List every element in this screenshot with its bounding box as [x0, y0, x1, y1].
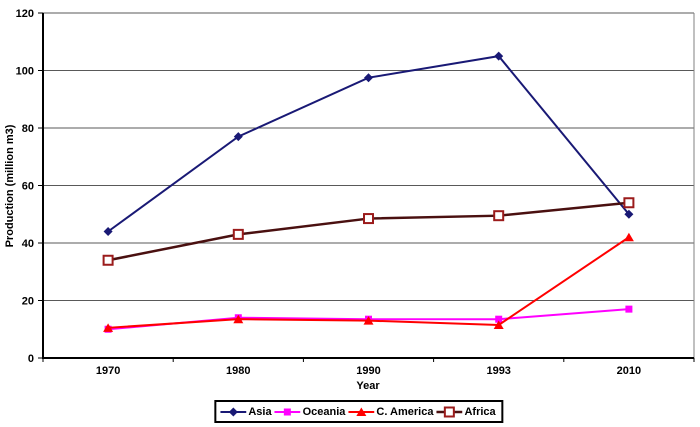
- y-tick-label: 0: [28, 353, 34, 365]
- legend-label: Africa: [464, 405, 496, 418]
- y-tick-label: 100: [16, 66, 34, 78]
- y-tick-label: 60: [22, 181, 34, 193]
- x-tick-label: 1980: [226, 365, 250, 377]
- marker-c-america: [623, 232, 634, 242]
- marker-africa: [232, 228, 244, 240]
- y-axis-title: Production (million m3): [4, 124, 16, 248]
- legend-marker-icon: [284, 408, 292, 415]
- legend-label: Asia: [248, 405, 272, 418]
- legend-marker-icon: [356, 407, 367, 416]
- x-axis-title: Year: [356, 380, 380, 392]
- y-tick-label: 80: [22, 123, 34, 135]
- legend-item-asia: Asia: [220, 405, 272, 418]
- x-tick-label: 1993: [486, 365, 510, 377]
- legend-marker-icon: [443, 406, 455, 417]
- legend: Asia Oceania C. America Africa: [214, 400, 504, 423]
- legend-item-c-america: C. America: [348, 406, 433, 418]
- legend-marker-icon: [228, 407, 238, 416]
- oceania-series-icon: [274, 408, 301, 415]
- x-tick-label: 2010: [617, 365, 641, 377]
- marker-c-america: [233, 314, 244, 324]
- y-tick-label: 40: [22, 238, 34, 250]
- legend-label: Oceania: [302, 405, 346, 418]
- marker-asia: [624, 209, 634, 219]
- marker-c-america: [363, 316, 374, 325]
- marker-asia: [364, 73, 373, 83]
- marker-africa: [493, 210, 505, 222]
- marker-asia: [494, 51, 504, 61]
- asia-series-icon: [220, 407, 247, 416]
- y-tick-label: 20: [22, 296, 34, 308]
- marker-c-america: [103, 323, 114, 332]
- marker-oceania: [625, 305, 633, 313]
- marker-asia: [103, 227, 113, 236]
- africa-series-icon: [436, 406, 463, 417]
- legend-item-oceania: Oceania: [274, 405, 346, 418]
- marker-asia: [233, 132, 243, 142]
- x-tick-label: 1970: [96, 365, 120, 377]
- legend-item-africa: Africa: [436, 405, 496, 418]
- y-tick-label: 120: [16, 8, 34, 20]
- marker-africa: [363, 213, 374, 225]
- series-line-africa: [107, 201, 630, 262]
- legend-label: C. America: [376, 405, 434, 418]
- x-tick-label: 1990: [356, 365, 380, 377]
- marker-africa: [102, 254, 114, 266]
- marker-oceania: [495, 315, 503, 323]
- series-line-asia: [107, 55, 630, 233]
- c-america-series-icon: [348, 407, 375, 416]
- marker-africa: [623, 197, 635, 209]
- marker-c-america: [493, 320, 504, 329]
